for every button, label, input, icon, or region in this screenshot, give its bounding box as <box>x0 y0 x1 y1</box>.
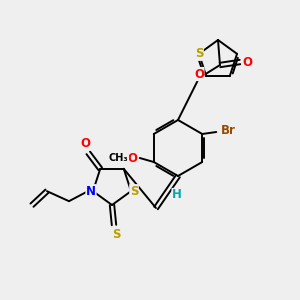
Text: N: N <box>86 185 96 198</box>
Text: O: O <box>242 56 252 68</box>
Text: H: H <box>172 188 182 202</box>
Text: S: S <box>112 229 120 242</box>
Text: O: O <box>128 152 138 164</box>
Text: S: S <box>130 185 138 198</box>
Text: Br: Br <box>221 124 236 137</box>
Text: O: O <box>194 68 204 80</box>
Text: S: S <box>195 47 203 60</box>
Text: CH₃: CH₃ <box>109 153 129 163</box>
Text: O: O <box>80 137 90 150</box>
